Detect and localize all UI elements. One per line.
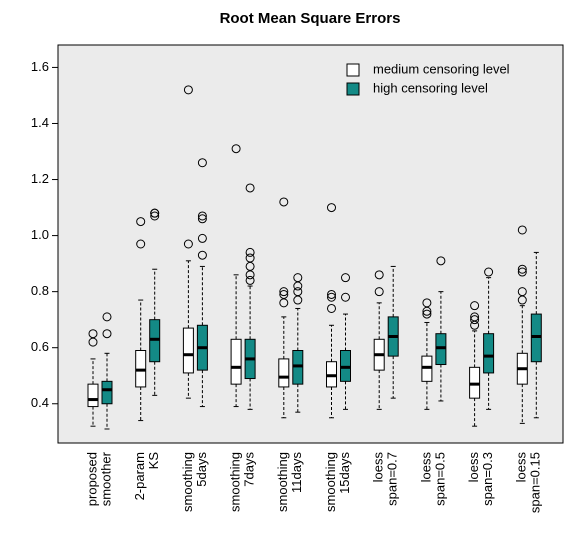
outlier [517,225,527,235]
outlier [279,289,289,299]
outlier [484,267,494,277]
y-tick-label: 1.0 [31,227,49,242]
outlier [327,289,336,299]
outlier [197,158,207,168]
outlier [341,292,350,302]
x-tick-label: 15days [337,452,352,494]
x-tick-label: loess [514,452,529,483]
y-tick-label: 0.8 [31,283,49,298]
outlier [327,303,336,313]
x-tick-label: smoothing [180,452,195,512]
box [230,338,242,385]
legend-swatch [346,82,360,96]
outlier [245,183,255,193]
outlier [341,273,350,283]
y-tick-label: 1.4 [31,115,49,130]
x-tick-label: span=0.15 [528,452,543,513]
outlier [136,239,146,249]
box [483,333,495,374]
x-tick-label: 2-param [132,452,147,500]
x-tick-label: smoothing [228,452,243,512]
x-tick-label: smoothing [323,452,338,512]
outlier [245,275,255,285]
x-tick-label: span=0.3 [480,452,495,506]
outlier [470,312,480,322]
box [182,327,194,374]
x-tick-label: loess [418,452,433,483]
outlier [436,256,446,266]
outlier [183,239,193,249]
y-tick-label: 0.4 [31,395,49,410]
x-tick-label: smoother [98,451,113,506]
outlier [422,309,432,319]
legend-label: medium censoring level [373,61,510,76]
outlier [245,253,255,263]
chart-title: Root Mean Square Errors [220,10,401,27]
box [278,358,290,388]
outlier [517,287,527,297]
outlier [327,203,336,213]
outlier [197,214,207,224]
x-tick-label: span=0.5 [432,452,447,506]
outlier [279,197,289,207]
outlier [102,329,112,339]
outlier [197,211,207,221]
y-tick-label: 1.2 [31,171,49,186]
x-tick-label: loess [466,452,481,483]
x-tick-label: 11days [289,452,304,493]
outlier [197,250,207,260]
outlier [517,264,527,274]
outlier [293,287,303,297]
outlier [102,312,112,322]
legend-label: high censoring level [373,80,488,95]
outlier [245,247,255,257]
x-tick-label: loess [371,452,386,483]
x-tick-label: span=0.7 [385,452,400,506]
outlier [150,208,160,218]
box [87,383,99,408]
outlier [422,298,432,308]
outlier [374,287,384,297]
box [101,380,113,405]
outlier [88,329,98,339]
x-tick-label: proposed [84,452,99,506]
outlier [517,267,527,277]
outlier [327,292,336,302]
y-tick-label: 0.6 [31,339,49,354]
outlier [293,273,303,283]
outlier [183,85,193,95]
outlier [279,287,289,297]
y-tick-label: 1.6 [31,59,49,74]
plot-area [57,44,564,444]
outlier [470,301,480,311]
x-tick-label: smoothing [275,452,290,512]
outlier [197,233,207,243]
outlier [231,144,241,154]
legend-swatch [346,63,360,77]
outlier [470,315,480,325]
x-tick-label: 5days [194,452,209,487]
outlier [150,211,160,221]
x-tick-label: 7days [242,452,257,487]
outlier [374,270,384,280]
x-tick-label: KS [146,452,161,470]
outlier [136,217,146,227]
